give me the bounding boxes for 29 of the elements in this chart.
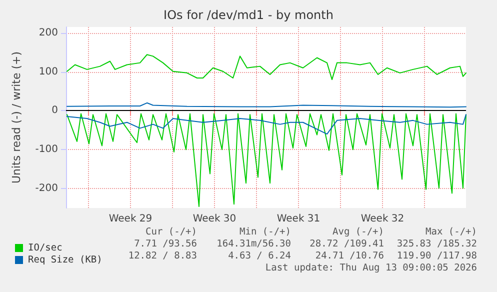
line-series bbox=[66, 54, 466, 80]
text: 24.71 /10.76 bbox=[315, 250, 384, 262]
legend-label: Req Size (KB) bbox=[28, 254, 102, 266]
text: 119.90 /117.98 bbox=[396, 250, 478, 262]
text: 7.71 /93.56 bbox=[134, 238, 198, 250]
line-series bbox=[66, 113, 466, 207]
y-axis-title: Units read (-) / write (+) bbox=[10, 51, 23, 184]
y-tick-label: -100 bbox=[35, 144, 58, 156]
text: 4.63 / 6.24 bbox=[228, 250, 292, 262]
legend-label: IO/sec bbox=[28, 242, 62, 254]
line-series bbox=[66, 114, 466, 135]
x-tick-label: Week 29 bbox=[108, 214, 152, 224]
text: Avg (-/+) bbox=[332, 226, 384, 238]
text: 325.83 /185.32 bbox=[396, 238, 477, 250]
text: Cur (-/+) bbox=[146, 226, 197, 238]
y-tick-label: -200 bbox=[35, 183, 58, 194]
x-tick-label: Week 31 bbox=[276, 214, 320, 224]
text: Min (-/+) bbox=[240, 226, 291, 238]
text: 164.31m/56.30 bbox=[216, 238, 292, 250]
text: Max (-/+) bbox=[426, 226, 477, 238]
chart-title: IOs for /dev/md1 - by month bbox=[164, 8, 334, 22]
y-tick-label: 200 bbox=[38, 27, 58, 38]
x-tick-label: Week 30 bbox=[192, 214, 236, 224]
y-tick-label: 100 bbox=[38, 66, 58, 78]
text: 28.72 /109.41 bbox=[310, 238, 384, 250]
x-tick-label: Week 32 bbox=[360, 214, 404, 224]
y-tick-label: 0 bbox=[52, 105, 58, 116]
text: 12.82 / 8.83 bbox=[128, 250, 197, 262]
text: Last update: Thu Aug 13 09:00:05 2026 bbox=[265, 262, 478, 274]
